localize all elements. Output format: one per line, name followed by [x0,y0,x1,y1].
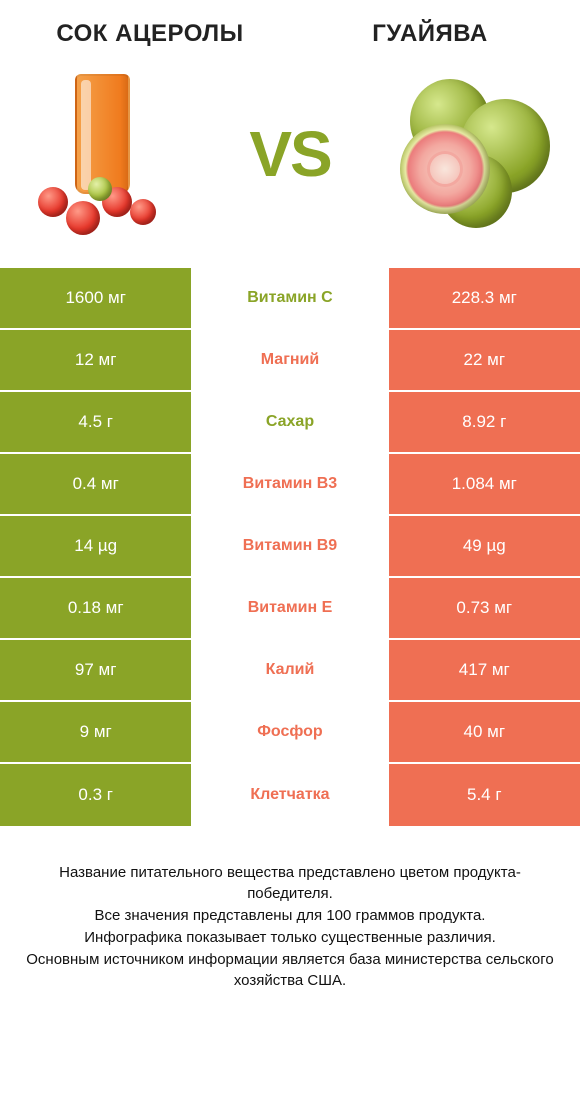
left-product-image [30,69,180,239]
nutrient-label: Сахар [191,392,388,454]
left-value: 1600 мг [0,268,191,330]
footnote: Название питательного вещества представл… [0,826,580,1013]
left-value: 4.5 г [0,392,191,454]
right-value: 49 µg [389,516,580,578]
left-value: 0.18 мг [0,578,191,640]
acerola-cherry-icon [38,187,68,217]
right-value: 8.92 г [389,392,580,454]
acerola-cherry-icon [66,201,100,235]
footnote-line: Инфографика показывает только существенн… [22,927,558,949]
left-value: 12 мг [0,330,191,392]
acerola-cherry-icon [88,177,112,201]
table-row: 9 мгФосфор40 мг [0,702,580,764]
header: СОК АЦЕРОЛЫ ГУАЙЯВА [0,0,580,58]
acerola-cherry-icon [130,199,156,225]
nutrient-label: Калий [191,640,388,702]
nutrient-label: Витамин B3 [191,454,388,516]
nutrient-label: Витамин E [191,578,388,640]
images-row: VS [0,58,580,268]
right-value: 417 мг [389,640,580,702]
right-value: 22 мг [389,330,580,392]
table-row: 97 мгКалий417 мг [0,640,580,702]
right-value: 228.3 мг [389,268,580,330]
right-value: 5.4 г [389,764,580,826]
right-value: 40 мг [389,702,580,764]
table-row: 4.5 гСахар8.92 г [0,392,580,454]
nutrient-label: Витамин B9 [191,516,388,578]
nutrient-label: Магний [191,330,388,392]
juice-glass-icon [75,74,130,194]
footnote-line: Все значения представлены для 100 граммо… [22,905,558,927]
left-product-title: СОК АЦЕРОЛЫ [24,20,276,48]
table-row: 1600 мгВитамин C228.3 мг [0,268,580,330]
footnote-line: Основным источником информации является … [22,949,558,993]
guava-cut-icon [400,124,490,214]
table-row: 0.3 гКлетчатка5.4 г [0,764,580,826]
left-value: 14 µg [0,516,191,578]
left-value: 0.3 г [0,764,191,826]
table-row: 0.18 мгВитамин E0.73 мг [0,578,580,640]
right-product-title: ГУАЙЯВА [304,20,556,48]
table-row: 14 µgВитамин B949 µg [0,516,580,578]
vs-label: VS [249,117,330,191]
nutrient-label: Витамин C [191,268,388,330]
comparison-table: 1600 мгВитамин C228.3 мг12 мгМагний22 мг… [0,268,580,826]
nutrient-label: Фосфор [191,702,388,764]
left-value: 0.4 мг [0,454,191,516]
nutrient-label: Клетчатка [191,764,388,826]
left-value: 97 мг [0,640,191,702]
table-row: 0.4 мгВитамин B31.084 мг [0,454,580,516]
footnote-line: Название питательного вещества представл… [22,862,558,906]
right-value: 0.73 мг [389,578,580,640]
left-value: 9 мг [0,702,191,764]
right-product-image [400,69,550,239]
right-value: 1.084 мг [389,454,580,516]
table-row: 12 мгМагний22 мг [0,330,580,392]
